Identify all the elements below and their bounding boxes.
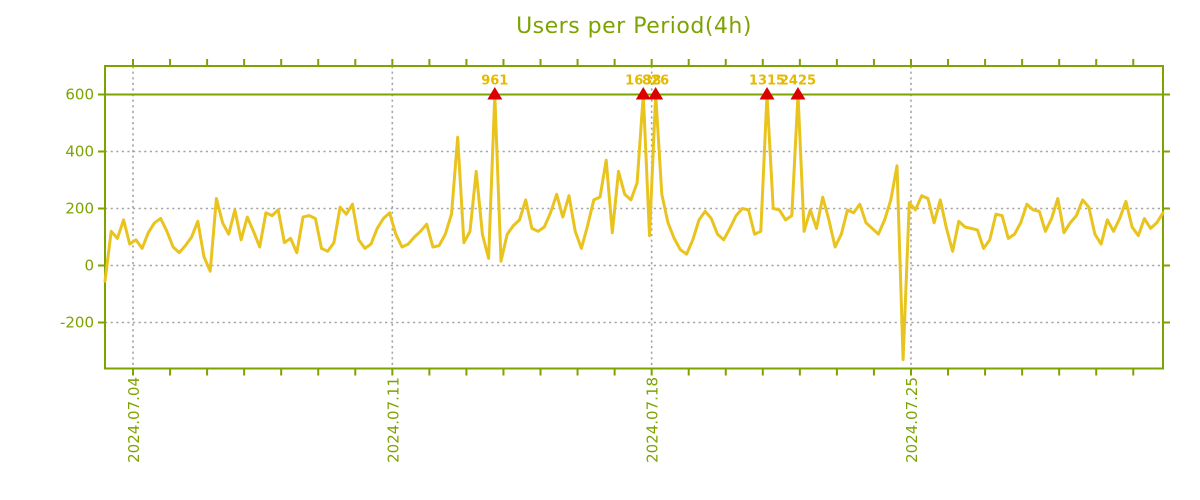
- clipped-peak-marker-icon: [635, 87, 651, 100]
- peak-value-label: 1638: [625, 74, 661, 89]
- y-tick-label: 0: [84, 257, 94, 275]
- clipped-peak-marker-icon: [790, 87, 806, 100]
- y-tick-label: -200: [60, 314, 94, 332]
- x-tick-label: 2024.07.11: [384, 377, 402, 463]
- chart-title: Users per Period(4h): [516, 14, 752, 39]
- peak-value-label: 1315: [749, 74, 785, 89]
- clipped-peak-marker-icon: [759, 87, 775, 100]
- peak-value-label: 2425: [780, 74, 816, 89]
- clipped-peak-marker-icon: [487, 87, 503, 100]
- clipped-peak-marker-icon: [648, 87, 664, 100]
- y-tick-label: 200: [65, 200, 94, 218]
- plot-border: [104, 65, 1164, 370]
- y-tick-label: 400: [65, 143, 94, 161]
- peak-value-label: 961: [481, 74, 508, 89]
- data-line: [103, 93, 1165, 362]
- y-tick-label: 600: [65, 86, 94, 104]
- x-tick-label: 2024.07.04: [125, 377, 143, 463]
- x-tick-label: 2024.07.25: [903, 377, 921, 463]
- x-tick-label: 2024.07.18: [644, 377, 662, 463]
- peak-value-label: 826: [642, 74, 669, 89]
